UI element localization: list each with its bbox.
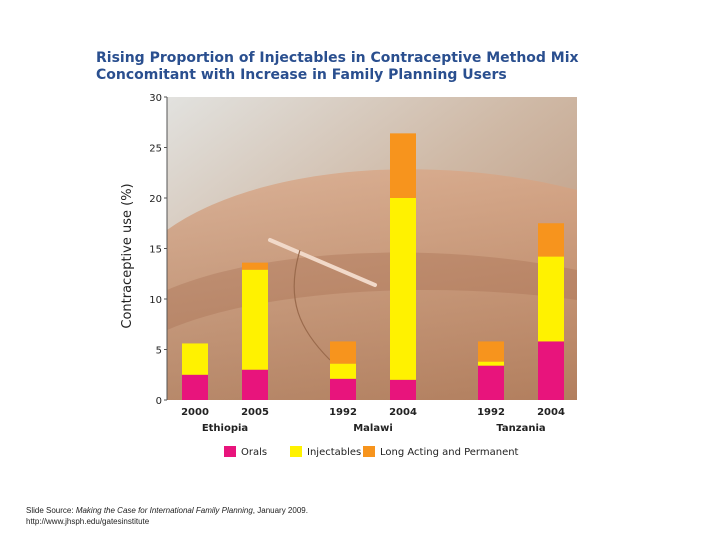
y-axis-label: Contraceptive use (%) xyxy=(120,183,135,328)
source-prefix: Slide Source: xyxy=(26,506,76,515)
x-tick-label: 2000 xyxy=(181,407,209,418)
bar-segment xyxy=(330,341,356,364)
bar-segment xyxy=(242,369,268,400)
chart-title: Rising Proportion of Injectables in Cont… xyxy=(96,50,579,66)
y-tick-label: 10 xyxy=(149,295,162,306)
y-tick-label: 30 xyxy=(149,93,162,104)
bar-segment xyxy=(390,198,416,380)
bar-segment xyxy=(390,379,416,400)
legend-label: Injectables xyxy=(307,447,361,458)
bar-segment xyxy=(478,365,504,400)
y-tick-label: 20 xyxy=(149,194,162,205)
country-label: Tanzania xyxy=(496,423,545,434)
y-axis: 0 5 10 15 20 25 30 xyxy=(149,93,168,407)
source-suffix: , January 2009. xyxy=(252,506,308,515)
country-label: Ethiopia xyxy=(202,423,248,434)
legend-swatch xyxy=(224,446,236,457)
x-axis-labels: 2000 2005 Ethiopia 1992 2004 Malawi 1992 2004 Ta… xyxy=(181,407,565,434)
country-label: Malawi xyxy=(353,423,393,434)
y-tick-label: 15 xyxy=(149,245,162,256)
bar-segment xyxy=(242,269,268,370)
chart-subtitle: Concomitant with Increase in Family Plan… xyxy=(96,67,507,83)
bar-segment xyxy=(330,378,356,400)
legend-label: Orals xyxy=(241,447,267,458)
legend: Orals Injectables Long Acting and Permanen… xyxy=(224,446,519,458)
bar-segment xyxy=(390,133,416,198)
x-tick-label: 2004 xyxy=(389,407,417,418)
bar-segment xyxy=(242,262,268,270)
y-tick-label: 25 xyxy=(149,144,162,155)
bar-segment xyxy=(538,256,564,342)
bar-segment xyxy=(182,374,208,400)
source-url: http://www.jhsph.edu/gatesinstitute xyxy=(26,517,150,526)
y-tick-label: 0 xyxy=(156,396,162,407)
background-photo xyxy=(167,97,577,400)
x-tick-label: 2004 xyxy=(537,407,565,418)
legend-swatch xyxy=(363,446,375,457)
source-publication: Making the Case for International Family… xyxy=(75,506,253,515)
stacked-bar-chart: 0 5 10 15 20 25 30 2000 2005 Ethiopia 1992 2004 Mal… xyxy=(120,93,577,458)
x-tick-label: 1992 xyxy=(477,407,505,418)
x-tick-label: 2005 xyxy=(241,407,269,418)
slide-source: Slide Source: Making the Case for Intern… xyxy=(26,505,308,527)
bar-segment xyxy=(538,223,564,257)
bar-segment xyxy=(478,361,504,366)
bar-segment xyxy=(330,363,356,379)
bar-segment xyxy=(478,341,504,362)
bar-segment xyxy=(538,341,564,400)
legend-swatch xyxy=(290,446,302,457)
legend-label: Long Acting and Permanent xyxy=(380,447,519,458)
x-tick-label: 1992 xyxy=(329,407,357,418)
bars xyxy=(182,133,564,400)
y-tick-label: 5 xyxy=(156,346,162,357)
bar-segment xyxy=(182,343,208,375)
